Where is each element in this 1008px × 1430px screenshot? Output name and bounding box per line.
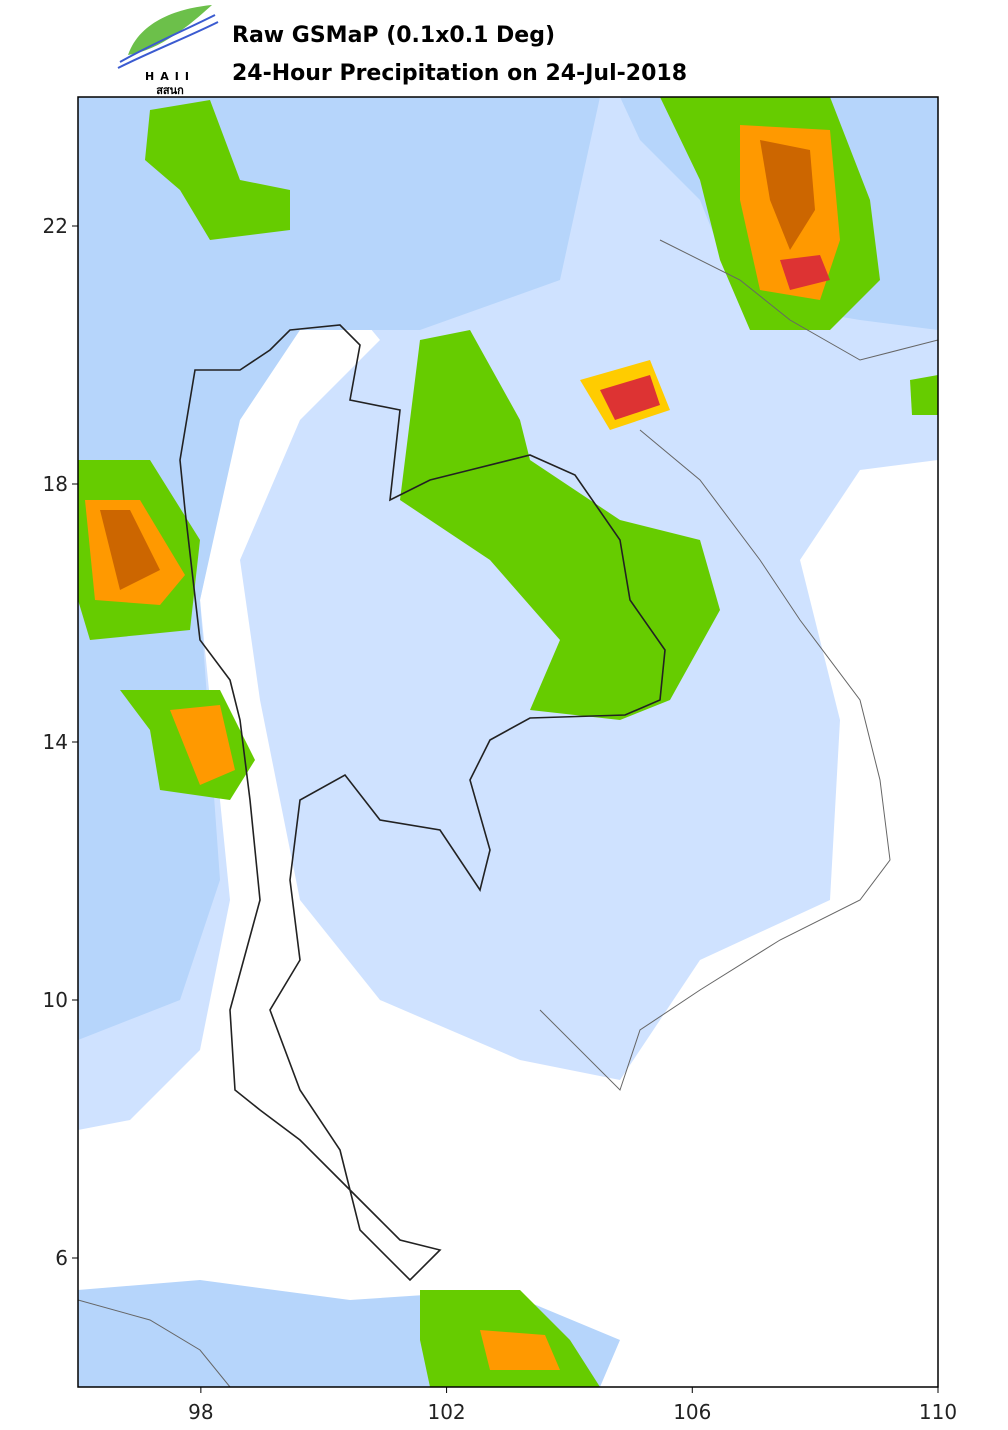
y-tick-label: 6 (55, 1246, 68, 1270)
x-tick-label: 106 (673, 1400, 711, 1424)
y-tick-label: 14 (43, 730, 68, 754)
coastlines (78, 239, 938, 1387)
x-tick-label: 110 (919, 1400, 957, 1424)
logo-subtext: สสนก (156, 84, 184, 97)
logo-text: HAII (145, 70, 195, 83)
precipitation (78, 97, 938, 1387)
y-tick-label: 18 (43, 472, 68, 496)
subtitle: 24-Hour Precipitation on 24-Jul-2018 (232, 61, 687, 86)
y-tick-label: 22 (43, 214, 68, 238)
borders (179, 324, 666, 1282)
axis-ticks: 98 102 106 110 6 10 14 18 22 (43, 214, 958, 1424)
logo: HAII สสนก (117, 5, 219, 97)
x-tick-label: 98 (188, 1400, 213, 1424)
x-tick-label: 102 (427, 1400, 465, 1424)
y-tick-label: 10 (43, 988, 68, 1012)
title: Raw GSMaP (0.1x0.1 Deg) (232, 23, 555, 48)
